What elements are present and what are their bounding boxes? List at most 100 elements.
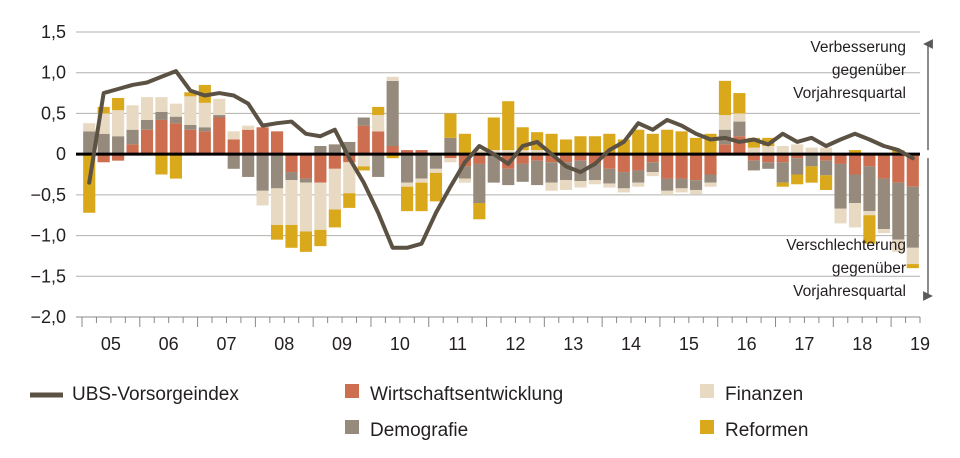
bar-segment: [834, 154, 847, 164]
bar-segment: [502, 101, 515, 151]
x-tick-label: 05: [101, 334, 121, 354]
bar-segment: [791, 158, 804, 175]
bar-segment: [285, 180, 298, 225]
bar-segment: [805, 166, 818, 183]
bar-segment: [820, 154, 833, 161]
bar-segment: [863, 154, 876, 167]
bar-segment: [285, 172, 298, 181]
bar-segment: [848, 150, 862, 155]
x-tick-label: 15: [679, 334, 699, 354]
bar-segment: [227, 131, 240, 140]
bar-segment: [429, 154, 443, 169]
bar-segment: [444, 158, 457, 163]
bar-segment: [906, 264, 919, 269]
bar-segment: [415, 178, 428, 183]
bar-segment: [559, 154, 573, 163]
bar-segment: [545, 154, 558, 163]
bar-segment: [892, 154, 905, 183]
x-tick-label: 18: [852, 334, 872, 354]
x-tick-label: 09: [332, 334, 352, 354]
bar-segment: [386, 80, 399, 146]
bar-segment: [357, 117, 370, 126]
bar-segment: [632, 154, 645, 171]
bar-segment: [574, 136, 587, 155]
x-tick-label: 07: [216, 334, 236, 354]
stacked-bars: [83, 76, 919, 269]
bar-segment: [169, 103, 182, 117]
annotation-line: gegenüber: [832, 260, 906, 277]
bar-segment: [675, 178, 688, 189]
bar-segment: [689, 154, 703, 181]
bar-segment: [458, 178, 471, 183]
bar-segment: [776, 182, 789, 187]
legend-label: UBS-Vorsorgeindex: [72, 384, 239, 405]
bar-segment: [198, 102, 211, 128]
y-axis-tick-labels: 1,5 1,0 0,5 0 −0,5 −1,0 −1,5 −2,0: [30, 22, 66, 327]
y-tick-label: 0: [56, 144, 66, 164]
bar-segment: [776, 162, 789, 183]
x-axis-tick-labels: 05 06 07 08 09 10 11 12 13 14 15 16 17 18 19: [101, 334, 930, 354]
bar-segment: [820, 175, 833, 190]
bar-segment: [617, 188, 630, 193]
bar-segment: [83, 123, 96, 132]
bar-segment: [516, 154, 529, 164]
y-tick-label: 1,5: [41, 22, 66, 42]
x-tick-label: 08: [274, 334, 294, 354]
bar-segment: [126, 105, 139, 130]
bar-segment: [155, 154, 168, 175]
bar-segment: [834, 208, 847, 224]
bar-segment: [834, 163, 847, 209]
bar-segment: [588, 154, 601, 164]
bar-segment: [863, 215, 876, 244]
bar-segment: [473, 150, 486, 155]
y-tick-label: −1,5: [30, 266, 66, 286]
bar-segment: [112, 136, 125, 155]
bar-segment: [140, 97, 154, 120]
bar-segment: [704, 182, 717, 187]
bar-segment: [588, 163, 601, 181]
bar-segment: [270, 131, 284, 155]
bar-segment: [401, 150, 414, 155]
legend-label: Reformen: [725, 420, 808, 441]
annotation-line: Verschlechterung: [786, 237, 906, 254]
bar-segment: [646, 133, 659, 155]
bar-segment: [747, 160, 760, 171]
bar-segment: [747, 137, 760, 148]
legend-swatch: [700, 384, 714, 398]
bar-segment: [718, 144, 732, 155]
bar-segment: [429, 172, 443, 202]
bar-segment: [704, 174, 717, 183]
bar-segment: [704, 154, 717, 175]
bar-segment: [617, 154, 630, 173]
bar-segment: [227, 139, 240, 155]
bar-segment: [270, 224, 284, 240]
index-polyline: [87, 69, 915, 250]
bar-segment: [473, 154, 486, 164]
bar-segment: [401, 182, 414, 187]
bar-segment: [256, 190, 269, 206]
bar-segment: [328, 144, 341, 155]
bar-segment: [531, 160, 544, 186]
bar-segment: [574, 181, 587, 188]
bar-segment: [314, 229, 327, 247]
bar-segment: [415, 154, 428, 179]
bar-segment: [906, 154, 919, 187]
bar-segment: [372, 115, 385, 132]
bar-segment: [892, 182, 905, 240]
legend-swatch: [345, 384, 359, 398]
bar-segment: [848, 174, 862, 203]
bar-segment: [444, 154, 457, 159]
bar-segment: [184, 124, 197, 130]
bar-segment: [386, 154, 399, 159]
bar-segment: [140, 129, 154, 155]
x-tick-label: 11: [448, 334, 467, 354]
bar-segment: [603, 168, 616, 184]
bar-segment: [848, 154, 862, 175]
bar-segment: [386, 146, 399, 155]
bar-segment: [126, 129, 139, 145]
bar-segment: [473, 163, 486, 203]
bar-segment: [559, 139, 573, 155]
bar-segment: [762, 146, 775, 155]
bar-segment: [545, 162, 558, 183]
